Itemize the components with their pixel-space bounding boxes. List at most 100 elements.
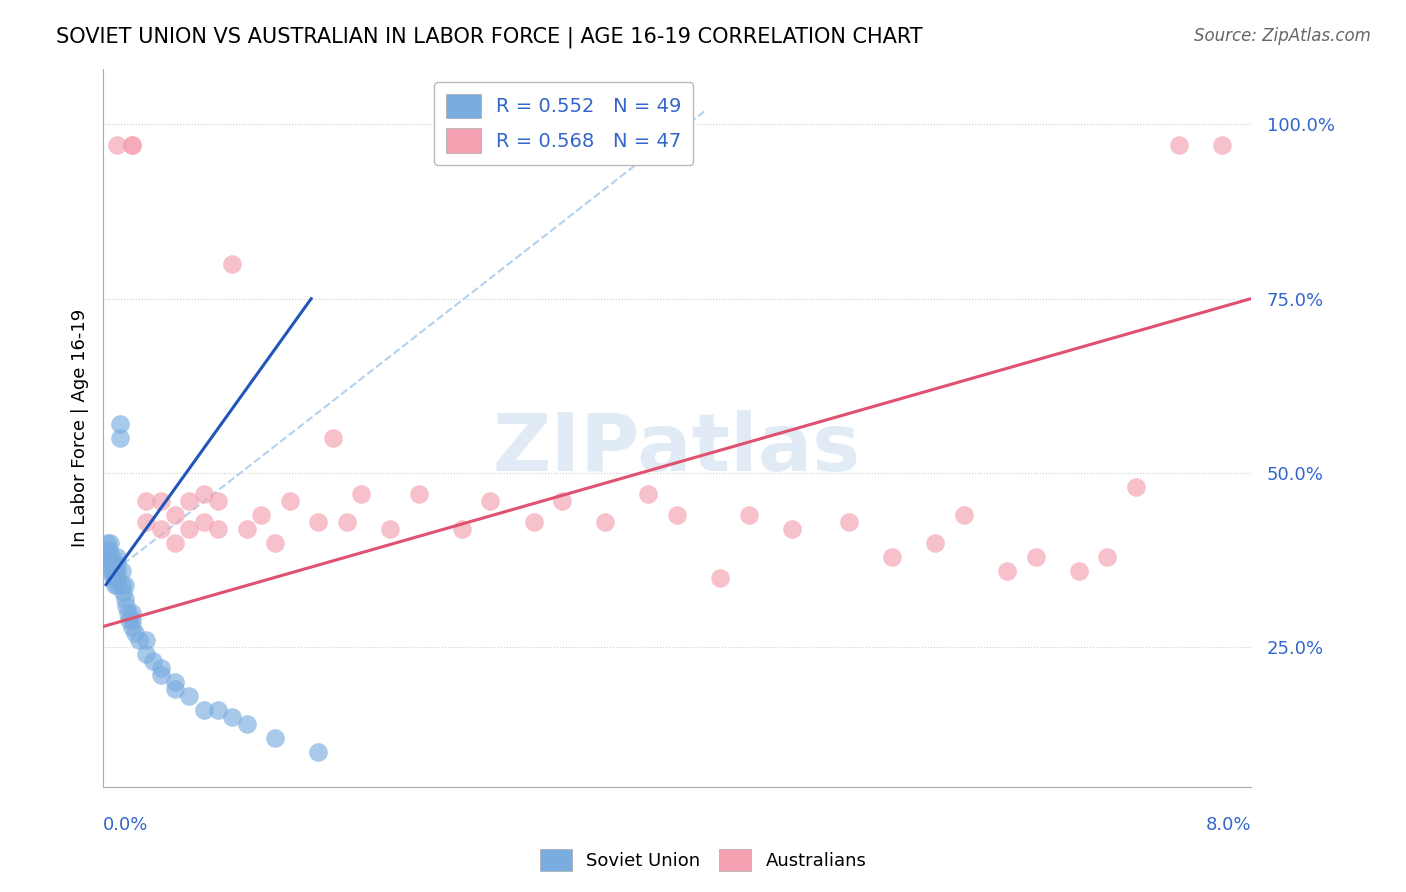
Point: [207, 494, 229, 508]
Point: [637, 487, 659, 501]
Point: [593, 515, 616, 529]
Point: [780, 522, 803, 536]
Point: [135, 633, 157, 648]
Point: [135, 494, 157, 508]
Point: [350, 487, 373, 501]
Point: [96, 536, 118, 550]
Point: [114, 591, 136, 606]
Point: [97, 542, 120, 557]
Point: [112, 584, 135, 599]
Point: [163, 682, 186, 697]
Point: [128, 633, 150, 648]
Point: [179, 494, 201, 508]
Point: [96, 542, 118, 557]
Text: SOVIET UNION VS AUSTRALIAN IN LABOR FORCE | AGE 16-19 CORRELATION CHART: SOVIET UNION VS AUSTRALIAN IN LABOR FORC…: [56, 27, 922, 48]
Point: [115, 599, 138, 613]
Point: [121, 619, 143, 633]
Point: [278, 494, 301, 508]
Text: 0.0%: 0.0%: [103, 815, 149, 834]
Y-axis label: In Labor Force | Age 16-19: In Labor Force | Age 16-19: [72, 309, 89, 547]
Point: [221, 257, 243, 271]
Point: [105, 571, 128, 585]
Point: [924, 536, 946, 550]
Point: [107, 557, 129, 571]
Point: [98, 536, 121, 550]
Point: [235, 522, 257, 536]
Point: [100, 549, 122, 564]
Point: [98, 549, 121, 564]
Point: [250, 508, 273, 522]
Point: [104, 564, 127, 578]
Point: [149, 522, 172, 536]
Point: [111, 577, 134, 591]
Point: [100, 564, 122, 578]
Point: [264, 536, 287, 550]
Point: [121, 606, 143, 620]
Point: [193, 515, 215, 529]
Text: ZIPatlas: ZIPatlas: [494, 410, 860, 488]
Point: [307, 745, 329, 759]
Point: [522, 515, 544, 529]
Point: [149, 661, 172, 675]
Point: [1125, 480, 1147, 494]
Point: [114, 577, 136, 591]
Point: [107, 577, 129, 591]
Point: [104, 577, 127, 591]
Point: [101, 571, 124, 585]
Point: [479, 494, 502, 508]
Legend: R = 0.552   N = 49, R = 0.568   N = 47: R = 0.552 N = 49, R = 0.568 N = 47: [434, 82, 693, 165]
Point: [838, 515, 860, 529]
Point: [207, 703, 229, 717]
Point: [117, 606, 139, 620]
Point: [107, 571, 129, 585]
Point: [450, 522, 472, 536]
Point: [995, 564, 1018, 578]
Point: [179, 690, 201, 704]
Point: [101, 557, 124, 571]
Point: [221, 710, 243, 724]
Point: [1211, 138, 1233, 153]
Point: [551, 494, 574, 508]
Point: [111, 564, 134, 578]
Point: [149, 494, 172, 508]
Point: [135, 515, 157, 529]
Point: [163, 508, 186, 522]
Point: [1067, 564, 1090, 578]
Point: [1025, 549, 1047, 564]
Point: [107, 564, 129, 578]
Point: [107, 138, 129, 153]
Point: [737, 508, 759, 522]
Point: [142, 654, 165, 668]
Point: [322, 431, 344, 445]
Point: [1097, 549, 1119, 564]
Point: [235, 717, 257, 731]
Point: [665, 508, 688, 522]
Text: Source: ZipAtlas.com: Source: ZipAtlas.com: [1194, 27, 1371, 45]
Point: [96, 549, 118, 564]
Legend: Soviet Union, Australians: Soviet Union, Australians: [533, 842, 873, 879]
Point: [110, 431, 132, 445]
Point: [264, 731, 287, 745]
Point: [163, 536, 186, 550]
Point: [110, 417, 132, 432]
Point: [121, 613, 143, 627]
Point: [163, 675, 186, 690]
Point: [121, 138, 143, 153]
Point: [207, 522, 229, 536]
Point: [953, 508, 976, 522]
Point: [336, 515, 359, 529]
Point: [179, 522, 201, 536]
Point: [882, 549, 904, 564]
Point: [378, 522, 401, 536]
Point: [118, 613, 141, 627]
Point: [107, 549, 129, 564]
Text: 8.0%: 8.0%: [1205, 815, 1251, 834]
Point: [124, 626, 146, 640]
Point: [1168, 138, 1191, 153]
Point: [193, 487, 215, 501]
Point: [193, 703, 215, 717]
Point: [135, 648, 157, 662]
Point: [307, 515, 329, 529]
Point: [98, 564, 121, 578]
Point: [97, 557, 120, 571]
